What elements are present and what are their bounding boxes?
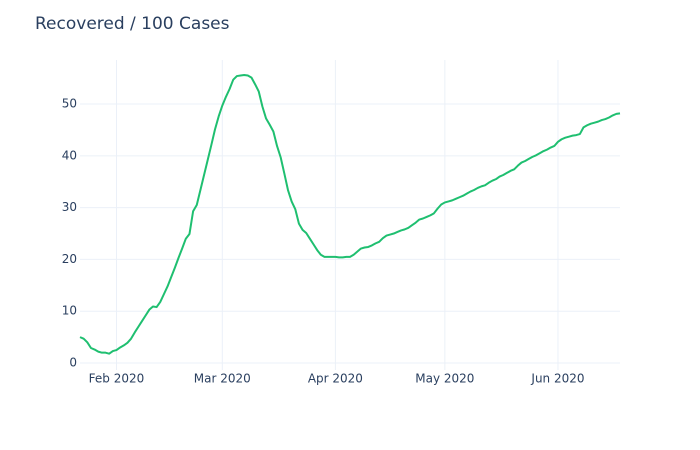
plot-area: [80, 60, 620, 370]
x-tick-label: Mar 2020: [194, 372, 251, 386]
y-tick-label: 50: [62, 97, 77, 111]
x-tick-label: May 2020: [415, 372, 474, 386]
chart-title: Recovered / 100 Cases: [35, 14, 230, 34]
x-tick-label: Jun 2020: [530, 372, 584, 386]
y-tick-label: 0: [69, 356, 77, 370]
y-tick-label: 20: [62, 252, 77, 266]
data-line: [79, 74, 621, 355]
y-tick-label: 30: [62, 200, 77, 214]
x-tick-label: Apr 2020: [308, 372, 363, 386]
y-tick-label: 40: [62, 148, 77, 162]
x-tick-label: Feb 2020: [89, 372, 145, 386]
y-tick-label: 10: [62, 304, 77, 318]
